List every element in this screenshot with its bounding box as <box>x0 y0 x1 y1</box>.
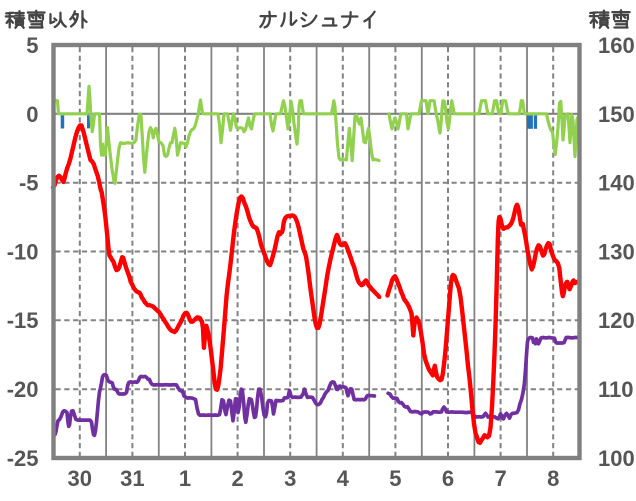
svg-text:3: 3 <box>284 466 296 491</box>
svg-text:120: 120 <box>598 308 635 333</box>
svg-text:-20: -20 <box>7 377 39 402</box>
svg-text:8: 8 <box>547 466 559 491</box>
svg-text:100: 100 <box>598 446 635 471</box>
svg-text:5: 5 <box>389 466 401 491</box>
svg-text:130: 130 <box>598 239 635 264</box>
svg-text:-10: -10 <box>7 239 39 264</box>
svg-text:140: 140 <box>598 171 635 196</box>
svg-text:4: 4 <box>337 466 350 491</box>
svg-text:7: 7 <box>494 466 506 491</box>
svg-text:31: 31 <box>120 466 144 491</box>
svg-text:6: 6 <box>442 466 454 491</box>
svg-text:150: 150 <box>598 102 635 127</box>
svg-text:-15: -15 <box>7 308 39 333</box>
svg-text:1: 1 <box>179 466 191 491</box>
svg-text:-25: -25 <box>7 446 39 471</box>
svg-text:-5: -5 <box>19 171 39 196</box>
svg-text:110: 110 <box>598 377 634 402</box>
svg-text:160: 160 <box>598 33 635 58</box>
svg-text:5: 5 <box>26 33 38 58</box>
svg-text:0: 0 <box>26 102 38 127</box>
svg-text:30: 30 <box>68 466 92 491</box>
svg-text:2: 2 <box>231 466 243 491</box>
